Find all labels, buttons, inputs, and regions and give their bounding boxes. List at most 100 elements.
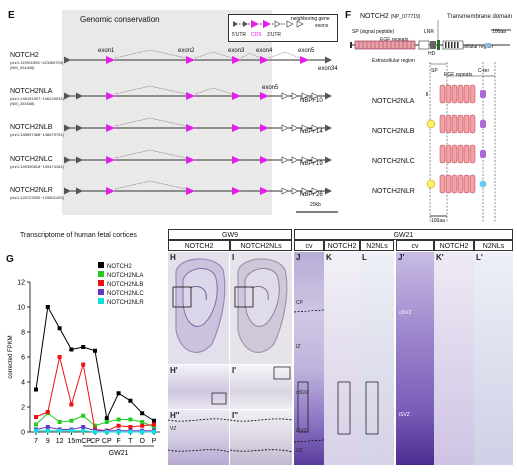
data-point [128,425,133,429]
micrograph-k: K [324,252,360,465]
x-tick-label: 15 [68,438,76,445]
protein-name: NOTCH2NLR [372,188,415,195]
data-point [57,326,62,331]
x-tick-label: T [128,438,133,445]
series-line-notch2 [35,305,155,422]
micrograph-k-prime: K' [434,252,474,465]
panel-letter-l-prime: L' [476,253,483,262]
extracellular-label: Extracellular region [372,58,415,64]
data-point [81,425,86,429]
protein-name: NOTCH2NLC [372,158,415,165]
nl-protein-models [426,84,487,194]
panel-letter-g: G [6,254,14,265]
nbpf-label: NBPF10 [300,98,323,104]
protein-name: NOTCH2NLA [372,98,415,105]
gene-coord: (chr1:146151907~146229032) [10,96,64,101]
gene-coord: (chr1:149390818~149474181) [10,164,64,169]
panel-letter-f: F [345,10,352,21]
protein-domain-diagram [350,20,511,222]
lnr-label: LNR [424,29,435,35]
data-point [116,391,121,396]
hd-label: HD [428,51,436,57]
x-tick-label: mCP [75,438,91,445]
data-point [45,410,50,414]
chart-legend: NOTCH2 NOTCH2NLA NOTCH2NLB NOTCH2NLC NOT… [98,262,144,307]
exon-label: exon2 [178,48,195,54]
legend-entry: NOTCH2NLB [98,280,144,288]
panel-letter-h-double: H'' [170,411,180,420]
data-point [104,416,109,421]
col-header: cv [294,240,324,251]
data-point [57,355,62,359]
zone-osvz-2: oSVZ [399,310,412,316]
zone-cp: CP [296,300,303,306]
data-point [81,428,86,433]
data-point [140,430,145,434]
legend-3utr: 3'UTR [267,32,282,38]
panel-letter-j: J [296,253,301,262]
legend-swatch [98,271,104,277]
micrograph-l-prime: L' [474,252,513,465]
data-point [57,420,62,424]
panel-g-title: Transcriptome of human fetal cortices [20,232,137,239]
zone-iz: IZ [296,344,301,350]
col-header: N2NLs [360,240,394,251]
egf-label: EGF repeats [380,37,409,43]
col-header: NOTCH2 [434,240,474,251]
data-point [93,423,97,428]
gene-name: NOTCH2NLR [10,187,53,194]
y-tick-label: 4 [21,380,25,387]
data-point [81,413,86,418]
exon-label: exon34 [318,66,338,72]
gene-name: NOTCH2 [10,52,39,59]
scale-bottom-label: 100aa [431,218,445,224]
conservation-shade [62,10,272,215]
x-tick-label: O [139,438,145,445]
intracellular-label: Intracellular region [452,44,494,50]
gene-coord: (chr1:120723930~120801425) [10,195,64,200]
col-header: NOTCH2 [324,240,360,251]
gene-name: NOTCH2NLB [10,124,53,131]
gw9-header: GW9 [168,229,292,240]
data-point [34,428,38,433]
egf-label-2: EGF repeats [444,72,473,78]
data-point [116,430,121,434]
micrograph-h: H [168,252,229,364]
data-point [128,430,133,434]
vz-label-left: VZ [170,426,177,432]
scale-top-label: 100aa [492,29,506,35]
panel-f-title: NOTCH2 (NP_077719) [360,13,421,20]
x-tick-label: 7 [34,438,38,445]
legend-swatch [98,298,104,304]
gene-name: NOTCH2NLA [10,88,53,95]
data-point [140,420,145,424]
y-tick-label: 2 [21,405,25,412]
data-point [140,411,145,416]
data-point [34,422,38,427]
data-point [116,417,121,422]
data-point [81,345,86,349]
nbpf-label: NBPF26 [300,192,323,198]
data-point [93,430,97,434]
panel-letter-j-prime: J' [398,253,405,262]
panel-letter-h-prime: H' [170,366,178,375]
data-point [57,428,62,433]
data-point [152,418,156,423]
col-header: cv [396,240,434,251]
panel-letter-i-prime: I' [232,366,237,375]
panel-letter-i-double: I'' [232,411,239,420]
gene-coord: (chr1:148597468~148679751) [10,132,64,137]
gene-coord: (chr1:119911553~120069703) [10,60,64,65]
legend-entry: NOTCH2NLC [98,289,144,297]
micrograph-i-double: I'' [230,410,292,465]
panel-letter-k-prime: K' [436,253,444,262]
y-tick-label: 6 [21,355,25,362]
legend-entry: NOTCH2NLR [98,298,144,306]
micrograph-j: J CP IZ oSVZ iSVZ VZ [294,252,324,465]
micrograph-i: I [230,252,292,364]
data-point [81,362,86,367]
exon-label: exon5 [262,85,279,91]
x-tick-label: 9 [46,438,50,445]
data-point [93,348,97,353]
panel-letter-h: H [170,253,176,262]
